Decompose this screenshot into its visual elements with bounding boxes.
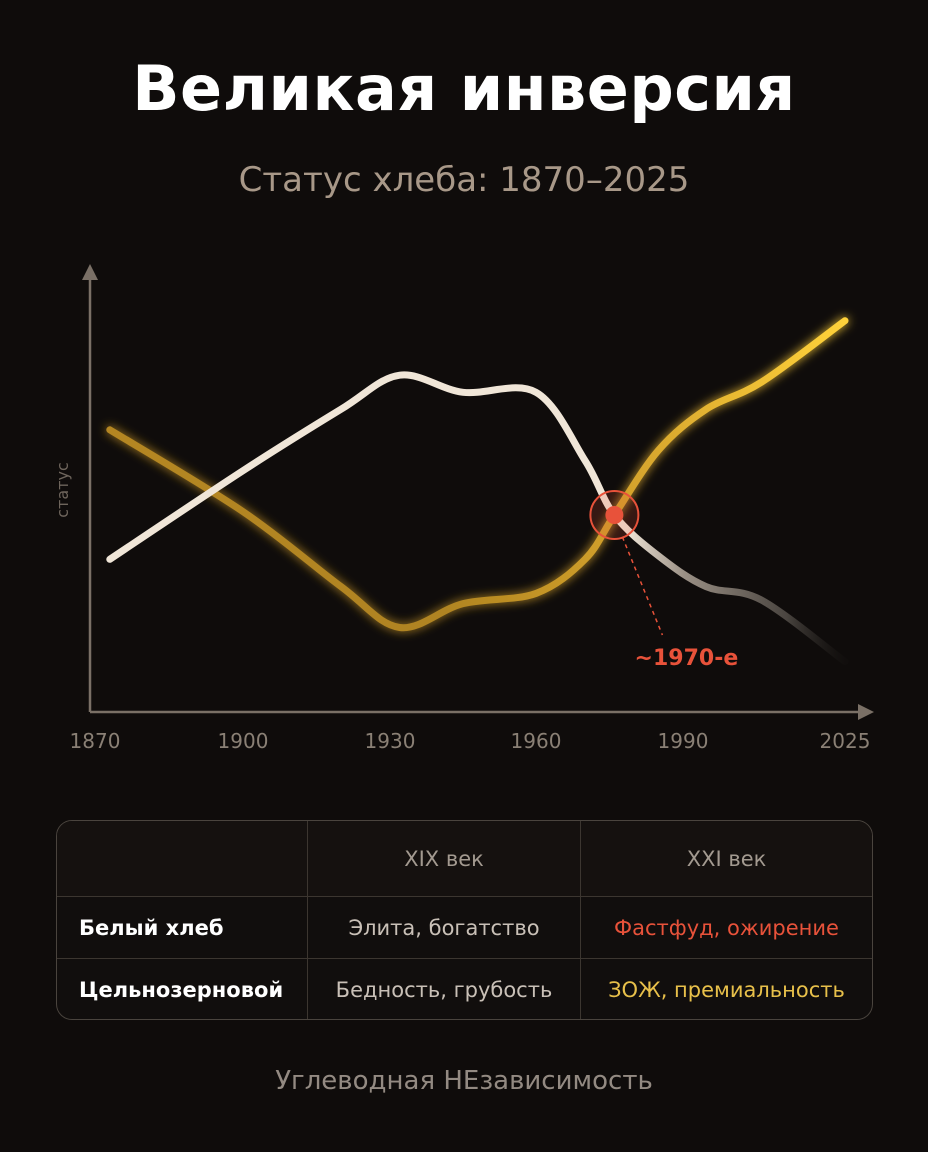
x-tick-label: 1870 [70, 729, 121, 753]
x-tick-labels: 1870 1900 1930 1960 1990 2025 [70, 729, 871, 753]
table-cell: Бедность, грубость [307, 959, 580, 1019]
crossover-annotation: ~1970-е [589, 490, 739, 671]
footer-brand: Углеводная НЕзависимость [275, 1066, 653, 1096]
table-header-cell [57, 821, 307, 896]
table-header-cell: XXI век [580, 821, 872, 896]
row-label: Белый хлеб [79, 916, 224, 940]
annotation-leader-line [621, 536, 664, 636]
series-lines [106, 317, 849, 666]
white-bread-line [106, 371, 849, 666]
x-tick-label: 1990 [658, 729, 709, 753]
annotation-label: ~1970-е [635, 646, 739, 671]
table-header-cell: XIX век [307, 821, 580, 896]
comparison-table: XIX век XXI век Белый хлеб Элита, богатс… [56, 820, 873, 1020]
table-cell: ЗОЖ, премиальность [580, 959, 872, 1019]
page-title: Великая инверсия [132, 52, 796, 125]
page-subtitle: Статус хлеба: 1870–2025 [238, 160, 690, 200]
bread-status-chart: статус 1870 1900 1930 1960 1990 2025 ~1970-е [53, 264, 874, 753]
x-tick-label: 1900 [218, 729, 269, 753]
y-axis-arrow [82, 264, 98, 280]
table-cell: Фастфуд, ожирение [580, 897, 872, 959]
table-header-row: XIX век XXI век [57, 821, 872, 896]
x-tick-label: 1930 [365, 729, 416, 753]
table-cell: Элита, богатство [307, 897, 580, 959]
x-tick-label: 1960 [511, 729, 562, 753]
crossover-point [605, 506, 624, 524]
x-tick-label: 2025 [820, 729, 871, 753]
x-axis-arrow [858, 704, 874, 720]
table-row: Белый хлеб Элита, богатство Фастфуд, ожи… [57, 896, 872, 959]
row-label: Цельнозерновой [79, 977, 284, 1002]
table-row: Цельнозерновой Бедность, грубость ЗОЖ, п… [57, 958, 872, 1019]
y-axis-label: статус [53, 462, 72, 518]
whole-grain-line [106, 317, 849, 632]
